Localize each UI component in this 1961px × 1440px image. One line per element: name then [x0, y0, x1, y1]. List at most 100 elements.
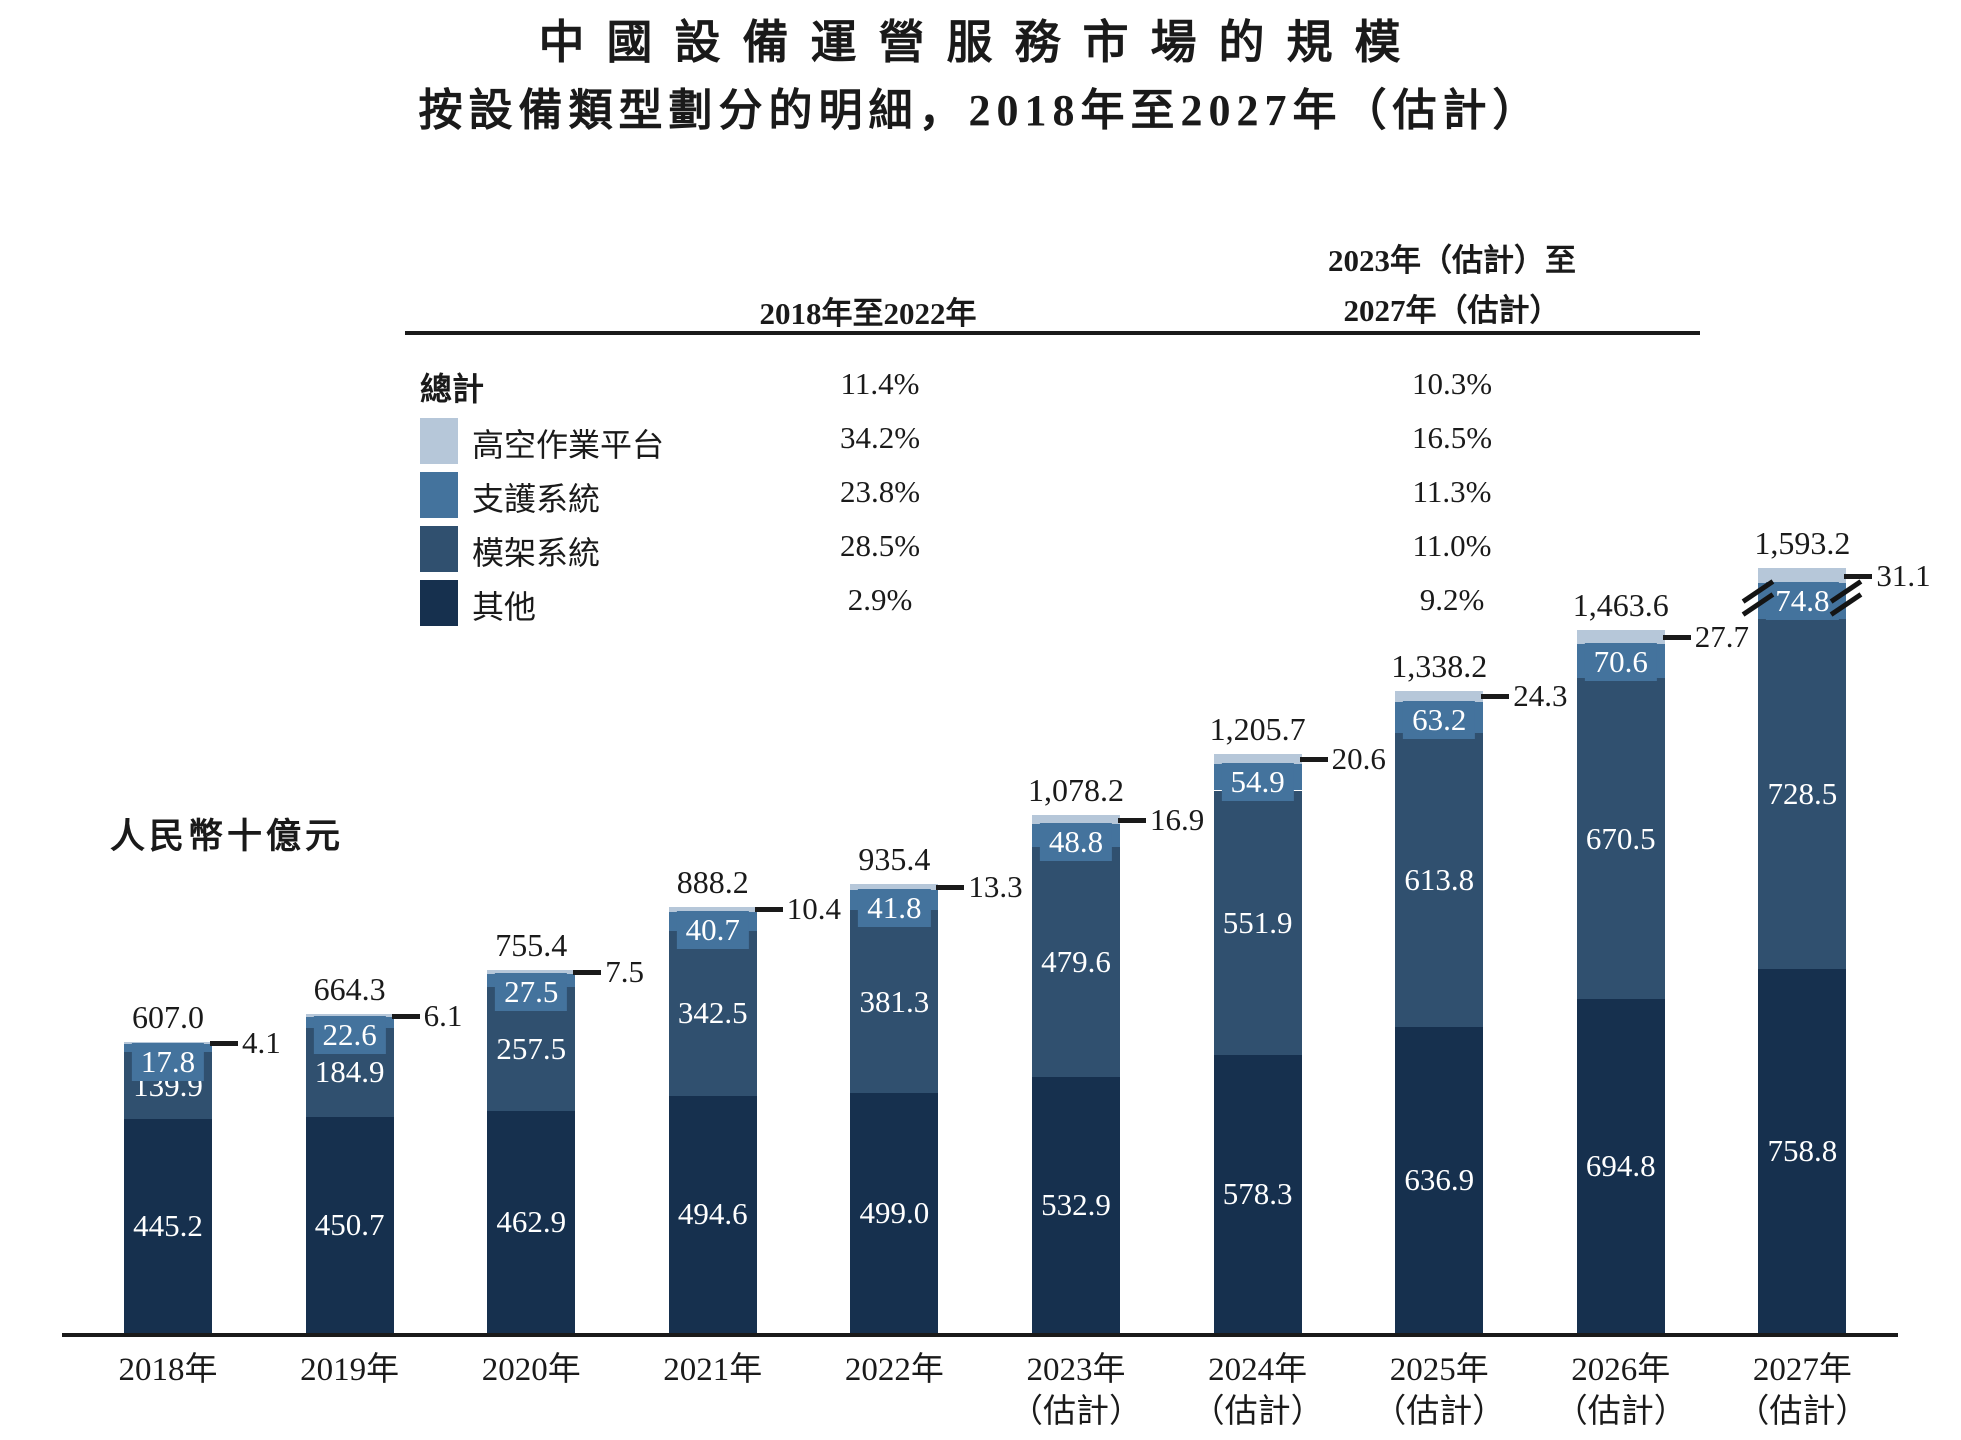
aerial-value-label: 24.3 — [1513, 678, 1568, 714]
aerial-value-label: 20.6 — [1331, 741, 1386, 777]
aerial-callout-dash — [936, 885, 965, 891]
y-axis-unit-label: 人民幣十億元 — [110, 817, 345, 856]
cagr-col2-header-line2: 2027年（估計） — [1343, 293, 1561, 328]
aerial-callout-dash — [1118, 817, 1146, 823]
x-axis-label-estimate-note: （估計） — [1010, 1394, 1142, 1430]
segment-模架系統 — [1576, 677, 1665, 1000]
support-value-label: 70.6 — [1584, 642, 1657, 681]
others-value-label: 450.7 — [314, 1206, 385, 1242]
aerial-value-label: 10.4 — [786, 891, 842, 927]
formwork-value-label: 479.6 — [1041, 944, 1111, 980]
cagr-others-col1: 2.9% — [847, 582, 913, 617]
x-axis-line — [62, 1333, 1898, 1337]
legend-swatch-aerial-platform-icon — [420, 418, 458, 464]
x-axis-label-year: 2019年 — [300, 1352, 400, 1388]
others-value-label: 532.9 — [1041, 1187, 1111, 1223]
segment-高空作業平台 — [1576, 630, 1665, 644]
segment-其他 — [305, 1116, 394, 1333]
legend-swatch-others-icon — [420, 580, 458, 626]
x-axis-label-year: 2018年 — [118, 1352, 218, 1388]
total-value-label: 935.4 — [858, 841, 931, 877]
aerial-value-label: 13.3 — [968, 869, 1023, 905]
segment-其他 — [850, 1093, 939, 1333]
others-value-label: 499.0 — [859, 1195, 930, 1231]
segment-模架系統 — [1213, 790, 1302, 1056]
x-axis-label-estimate-note: （估計） — [1736, 1394, 1869, 1430]
segment-高空作業平台 — [1395, 690, 1484, 703]
support-value-label: 63.2 — [1403, 701, 1476, 740]
support-value-label: 41.8 — [858, 889, 931, 928]
others-value-label: 494.6 — [677, 1196, 748, 1232]
formwork-value-label: 184.9 — [314, 1054, 385, 1090]
x-axis-label-year: 2023年 — [1026, 1352, 1126, 1388]
aerial-callout-dash — [210, 1040, 238, 1046]
segment-高空作業平台 — [487, 970, 576, 974]
chart-title-line1: 中國設備運營服務市場的規模 — [538, 17, 1423, 68]
cagr-formwork-col1: 28.5% — [839, 528, 921, 563]
segment-高空作業平台 — [1758, 568, 1847, 584]
total-value-label: 1,593.2 — [1754, 525, 1851, 562]
cagr-aerial-col2: 16.5% — [1411, 420, 1493, 455]
segment-模架系統 — [668, 931, 757, 1096]
segment-其他 — [1576, 999, 1665, 1333]
formwork-value-label: 613.8 — [1404, 861, 1475, 897]
others-value-label: 636.9 — [1404, 1162, 1475, 1198]
aerial-value-label: 7.5 — [605, 954, 644, 990]
support-value-label: 54.9 — [1221, 763, 1294, 802]
legend-label-aerial-platform: 高空作業平台 — [472, 427, 665, 463]
others-value-label: 694.8 — [1585, 1148, 1656, 1184]
x-axis-label-year: 2020年 — [481, 1352, 581, 1388]
segment-高空作業平台 — [1213, 754, 1302, 765]
formwork-value-label: 551.9 — [1222, 904, 1293, 940]
aerial-callout-dash — [1844, 573, 1873, 579]
aerial-value-label: 16.9 — [1150, 801, 1205, 837]
others-value-label: 578.3 — [1222, 1176, 1293, 1212]
legend-swatch-support-system-icon — [420, 472, 458, 518]
segment-模架系統 — [850, 910, 939, 1094]
total-value-label: 888.2 — [676, 863, 749, 900]
segment-其他 — [1395, 1027, 1484, 1333]
support-value-label: 22.6 — [313, 1016, 386, 1055]
segment-其他 — [124, 1119, 212, 1333]
aerial-value-label: 27.7 — [1694, 619, 1750, 655]
x-axis-label-estimate-note: （估計） — [1554, 1394, 1687, 1430]
support-value-label: 27.5 — [495, 973, 568, 1011]
cagr-support-col2: 11.3% — [1412, 474, 1492, 509]
aerial-callout-dash — [1662, 635, 1691, 641]
total-value-label: 1,078.2 — [1028, 772, 1124, 809]
aerial-value-label: 4.1 — [242, 1024, 281, 1060]
segment-模架系統 — [1032, 847, 1120, 1078]
cagr-aerial-col1: 34.2% — [839, 420, 921, 455]
total-value-label: 755.4 — [495, 927, 568, 964]
formwork-value-label: 342.5 — [677, 995, 748, 1031]
legend-label-support-system: 支護系統 — [472, 481, 601, 517]
cagr-total-col1: 11.4% — [840, 366, 920, 401]
formwork-value-label: 670.5 — [1585, 820, 1656, 856]
x-axis-label-year: 2027年 — [1752, 1352, 1852, 1388]
chart-title-line2: 按設備類型劃分的明細，2018年至2027年（估計） — [418, 86, 1543, 135]
formwork-value-label: 257.5 — [496, 1031, 567, 1066]
segment-其他 — [1032, 1077, 1120, 1333]
cagr-others-col2: 9.2% — [1419, 582, 1485, 617]
support-value-label: 74.8 — [1766, 582, 1839, 621]
legend-swatch-formwork-system-icon — [420, 526, 458, 572]
segment-高空作業平台 — [1032, 815, 1120, 824]
segment-高空作業平台 — [850, 884, 939, 891]
segment-其他 — [1213, 1055, 1302, 1333]
total-value-label: 664.3 — [313, 971, 386, 1008]
support-value-label: 17.8 — [131, 1042, 205, 1081]
total-value-label: 1,338.2 — [1391, 647, 1488, 684]
others-value-label: 758.8 — [1767, 1132, 1838, 1168]
segment-高空作業平台 — [668, 906, 757, 912]
x-axis-label-year: 2022年 — [844, 1352, 944, 1388]
segment-其他 — [668, 1095, 757, 1333]
cagr-formwork-col2: 11.0% — [1412, 528, 1492, 563]
cagr-col2-header: 2023年（估計）至 2027年（估計） — [1262, 236, 1642, 336]
aerial-callout-dash — [391, 1013, 420, 1019]
legend-row-total: 總計 — [420, 364, 484, 410]
x-axis-label-year: 2025年 — [1389, 1352, 1489, 1388]
formwork-value-label: 728.5 — [1767, 775, 1838, 811]
segment-其他 — [487, 1110, 576, 1333]
aerial-callout-dash — [573, 970, 602, 976]
